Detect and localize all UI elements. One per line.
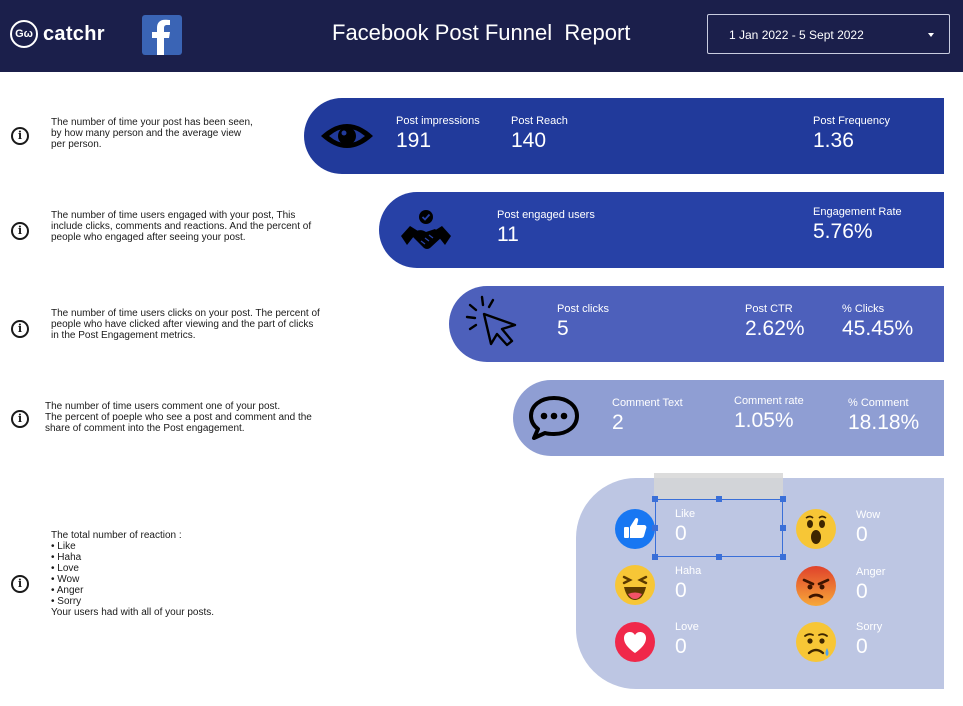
resize-handle[interactable]	[716, 496, 722, 502]
sorry-label: Sorry	[856, 621, 883, 633]
engagement-rate-label: Engagement Rate	[813, 206, 902, 218]
haha-icon	[615, 565, 655, 605]
post-ctr-value: 2.62%	[745, 317, 805, 340]
date-range-value: 1 Jan 2022 - 5 Sept 2022	[729, 28, 864, 42]
anger-value: 0	[856, 580, 868, 603]
post-engaged-users-value: 11	[497, 223, 519, 246]
post-ctr-label: Post CTR	[745, 303, 793, 315]
cursor-click-icon	[464, 294, 522, 355]
resize-handle[interactable]	[652, 554, 658, 560]
handshake-icon	[399, 208, 453, 259]
wow-icon	[796, 509, 836, 549]
wow-value: 0	[856, 523, 868, 546]
engagement-band: Post engaged users 11 Engagement Rate 5.…	[379, 192, 944, 268]
post-reach-value: 140	[511, 129, 547, 152]
post-frequency-value: 1.36	[813, 129, 854, 152]
resize-handle[interactable]	[780, 496, 786, 502]
wow-label: Wow	[856, 509, 881, 521]
clicks-description: The number of time users clicks on your …	[51, 308, 320, 341]
engagement-rate-value: 5.76%	[813, 220, 873, 243]
percent-comment-label: % Comment	[848, 397, 909, 409]
post-impressions-value: 191	[396, 129, 432, 152]
resize-handle[interactable]	[652, 496, 658, 502]
resize-handle[interactable]	[716, 554, 722, 560]
engagement-description: The number of time users engaged with yo…	[51, 210, 312, 243]
percent-comment-value: 18.18%	[848, 411, 920, 434]
resize-handle[interactable]	[780, 525, 786, 531]
comment-text-value: 2	[612, 411, 624, 434]
date-range-picker[interactable]: 1 Jan 2022 - 5 Sept 2022	[707, 14, 950, 54]
clicks-band: Post clicks 5 Post CTR 2.62% % Clicks 45…	[449, 286, 944, 362]
report-title: Facebook Post Funnel Report	[332, 20, 631, 45]
info-icon[interactable]: i	[11, 222, 29, 240]
comment-rate-label: Comment rate	[734, 395, 804, 407]
post-impressions-label: Post impressions	[396, 115, 480, 127]
like-icon	[615, 509, 655, 549]
impressions-band: Post impressions 191 Post Reach 140 Post…	[304, 98, 944, 174]
post-clicks-value: 5	[557, 317, 569, 340]
sorry-icon	[796, 622, 836, 662]
haha-value: 0	[675, 579, 687, 602]
dropdown-caret-icon[interactable]	[928, 33, 934, 37]
selection-toolbar[interactable]	[654, 473, 783, 499]
percent-clicks-label: % Clicks	[842, 303, 885, 315]
info-icon[interactable]: i	[11, 410, 29, 428]
catchr-logo-text: catchr	[43, 22, 105, 45]
facebook-logo-icon	[142, 15, 182, 55]
catchr-logo: Gω catchr	[10, 20, 105, 48]
comments-description: The number of time users comment one of …	[45, 401, 312, 434]
info-icon[interactable]: i	[11, 575, 29, 593]
selection-box[interactable]	[655, 499, 783, 557]
love-icon	[615, 622, 655, 662]
comment-text-label: Comment Text	[612, 397, 683, 409]
post-frequency-label: Post Frequency	[813, 115, 891, 127]
love-label: Love	[675, 621, 699, 633]
info-icon[interactable]: i	[11, 127, 29, 145]
comment-icon	[527, 394, 581, 447]
love-value: 0	[675, 635, 687, 658]
percent-clicks-value: 45.45%	[842, 317, 914, 340]
anger-label: Anger	[856, 566, 886, 578]
comments-band: Comment Text 2 Comment rate 1.05% % Comm…	[513, 380, 944, 456]
post-clicks-label: Post clicks	[557, 303, 609, 315]
anger-icon	[796, 566, 836, 606]
reactions-description: The total number of reaction : • Like • …	[51, 530, 215, 618]
like-value: 0	[675, 522, 687, 545]
like-label: Like	[675, 508, 696, 520]
report-header: Gω catchr Facebook Post Funnel Report 1 …	[0, 0, 963, 72]
post-engaged-users-label: Post engaged users	[497, 209, 595, 221]
catchr-logo-mark: Gω	[10, 20, 38, 48]
impressions-description: The number of time your post has been se…	[51, 117, 253, 150]
eye-icon	[318, 116, 376, 161]
resize-handle[interactable]	[780, 554, 786, 560]
resize-handle[interactable]	[652, 525, 658, 531]
info-icon[interactable]: i	[11, 320, 29, 338]
comment-rate-value: 1.05%	[734, 409, 794, 432]
haha-label: Haha	[675, 565, 702, 577]
sorry-value: 0	[856, 635, 868, 658]
post-reach-label: Post Reach	[511, 115, 568, 127]
